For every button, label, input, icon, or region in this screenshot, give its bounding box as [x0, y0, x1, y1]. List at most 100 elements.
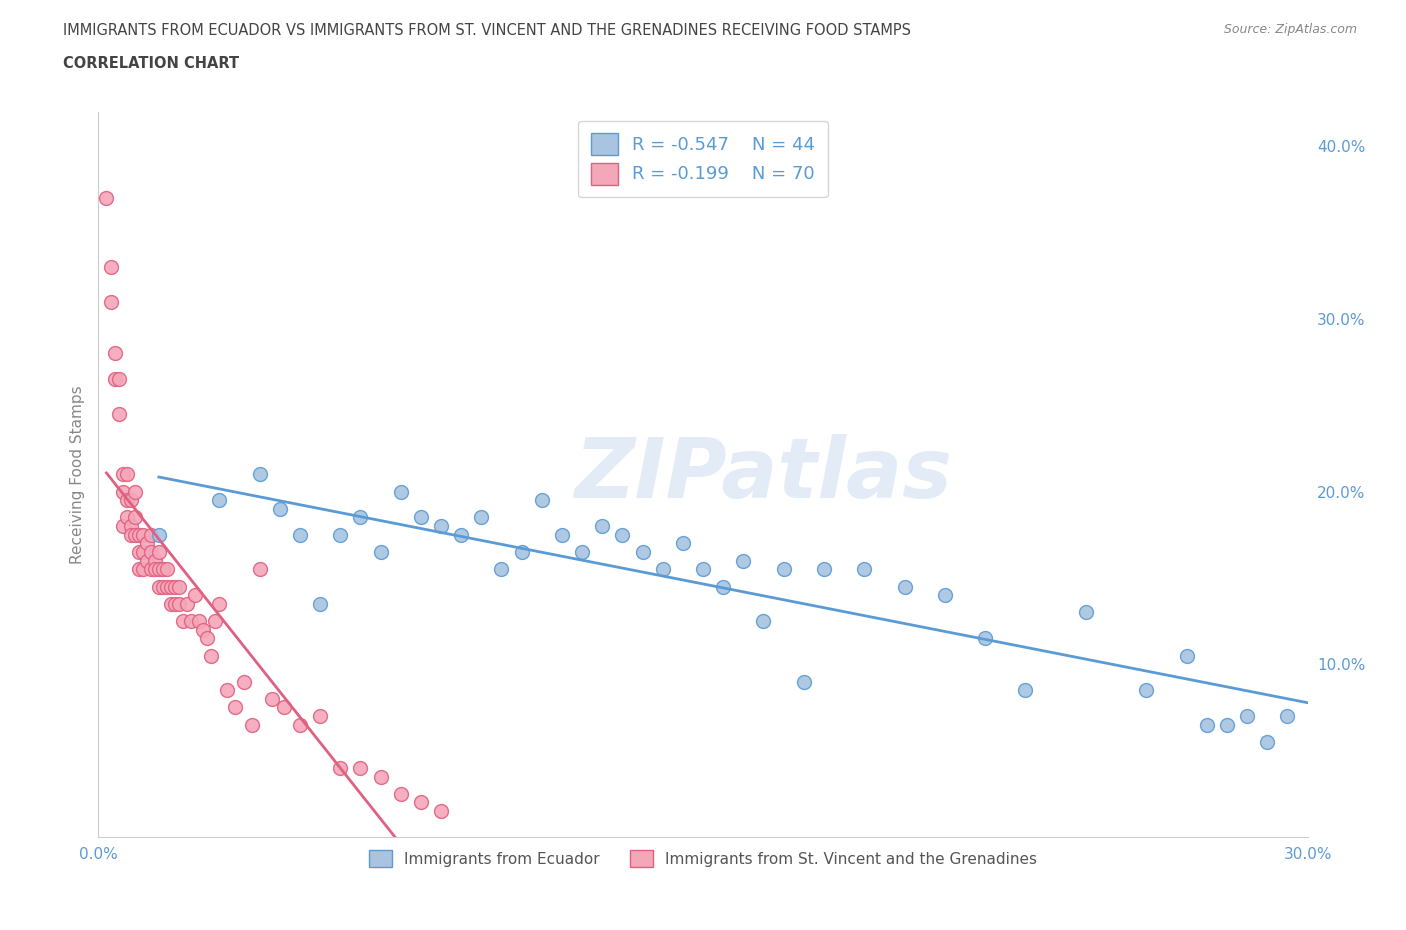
Point [430, 519, 453, 534]
Point [124, 527, 146, 542]
Point [148, 527, 170, 542]
Point [148, 579, 170, 594]
Point [115, 467, 138, 482]
Point [370, 769, 392, 784]
Point [893, 579, 915, 594]
Point [309, 709, 332, 724]
Point [591, 519, 613, 534]
Point [260, 691, 283, 706]
Point [156, 562, 179, 577]
Point [273, 700, 295, 715]
Point [200, 648, 222, 663]
Point [172, 614, 194, 629]
Point [288, 527, 311, 542]
Point [139, 562, 162, 577]
Point [1074, 605, 1097, 620]
Text: ZIPatlas: ZIPatlas [575, 433, 952, 515]
Point [139, 545, 162, 560]
Point [111, 485, 134, 499]
Point [176, 596, 198, 611]
Point [793, 674, 815, 689]
Point [128, 527, 150, 542]
Point [163, 596, 186, 611]
Point [612, 527, 634, 542]
Point [120, 493, 142, 508]
Point [115, 493, 138, 508]
Point [249, 562, 271, 577]
Point [1175, 648, 1198, 663]
Point [651, 562, 673, 577]
Point [450, 527, 472, 542]
Point [571, 545, 593, 560]
Point [139, 527, 162, 542]
Text: Source: ZipAtlas.com: Source: ZipAtlas.com [1223, 23, 1357, 36]
Point [204, 614, 226, 629]
Point [193, 622, 215, 637]
Point [349, 510, 371, 525]
Point [163, 579, 186, 594]
Point [128, 562, 150, 577]
Point [135, 536, 157, 551]
Point [1195, 717, 1218, 732]
Point [152, 579, 174, 594]
Point [132, 527, 155, 542]
Point [128, 545, 150, 560]
Point [240, 717, 263, 732]
Point [1236, 709, 1258, 724]
Point [249, 467, 271, 482]
Point [208, 493, 231, 508]
Point [103, 372, 125, 387]
Text: IMMIGRANTS FROM ECUADOR VS IMMIGRANTS FROM ST. VINCENT AND THE GRENADINES RECEIV: IMMIGRANTS FROM ECUADOR VS IMMIGRANTS FR… [63, 23, 911, 38]
Point [217, 683, 239, 698]
Point [160, 579, 183, 594]
Point [100, 259, 122, 274]
Point [813, 562, 835, 577]
Point [224, 700, 246, 715]
Point [631, 545, 654, 560]
Point [167, 596, 190, 611]
Point [491, 562, 513, 577]
Point [974, 631, 997, 645]
Point [309, 596, 332, 611]
Point [156, 579, 179, 594]
Point [1135, 683, 1157, 698]
Point [711, 579, 734, 594]
Point [100, 294, 122, 309]
Point [111, 467, 134, 482]
Point [349, 761, 371, 776]
Point [370, 545, 392, 560]
Point [96, 191, 118, 206]
Point [135, 553, 157, 568]
Point [148, 562, 170, 577]
Point [853, 562, 876, 577]
Point [389, 787, 412, 802]
Point [148, 545, 170, 560]
Point [232, 674, 254, 689]
Point [752, 614, 775, 629]
Point [103, 346, 125, 361]
Point [124, 485, 146, 499]
Point [409, 510, 432, 525]
Point [143, 553, 166, 568]
Point [772, 562, 794, 577]
Point [288, 717, 311, 732]
Point [167, 579, 190, 594]
Point [160, 596, 183, 611]
Legend: Immigrants from Ecuador, Immigrants from St. Vincent and the Grenadines: Immigrants from Ecuador, Immigrants from… [363, 844, 1043, 873]
Point [389, 485, 412, 499]
Point [329, 527, 352, 542]
Text: CORRELATION CHART: CORRELATION CHART [63, 56, 239, 71]
Point [510, 545, 533, 560]
Point [180, 614, 202, 629]
Point [107, 372, 129, 387]
Point [184, 588, 207, 603]
Point [269, 501, 291, 516]
Point [195, 631, 218, 645]
Point [692, 562, 714, 577]
Y-axis label: Receiving Food Stamps: Receiving Food Stamps [69, 385, 84, 564]
Point [470, 510, 492, 525]
Point [329, 761, 352, 776]
Point [409, 795, 432, 810]
Point [115, 510, 138, 525]
Point [132, 562, 155, 577]
